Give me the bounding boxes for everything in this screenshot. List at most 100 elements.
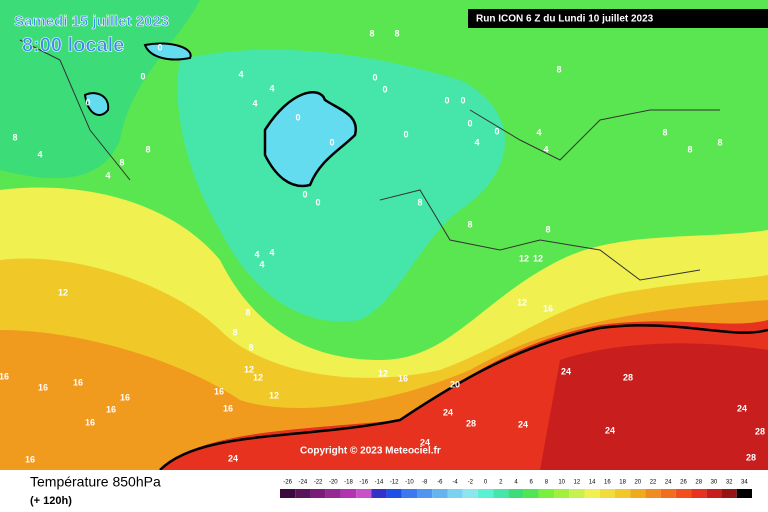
map-label: 8 [12, 132, 17, 142]
colorbar-label: 30 [711, 480, 718, 486]
colorbar-label: 6 [530, 480, 534, 486]
map-label: 0 [302, 189, 307, 199]
run: Run ICON 6 Z du Lundi 10 juillet 2023 [476, 14, 654, 25]
map-label: 4 [252, 98, 257, 108]
run-box [468, 9, 768, 28]
map-label: 4 [105, 170, 110, 180]
map-label: 0 [382, 84, 387, 94]
map-label: 16 [38, 382, 48, 392]
map-label: 4 [238, 69, 243, 79]
hot-zone [540, 343, 768, 470]
colorbar-label: -24 [299, 480, 308, 486]
map-label: 24 [605, 425, 615, 435]
map-label: 0 [329, 137, 334, 147]
map-label: 0 [295, 112, 300, 122]
map-label: 8 [248, 342, 253, 352]
colorbar-cell [447, 489, 463, 498]
colorbar-cell [371, 489, 387, 498]
map-label: 4 [269, 83, 274, 93]
colorbar-label: -10 [405, 480, 414, 486]
map-label: 0 [140, 71, 145, 81]
colorbar-cell [554, 489, 570, 498]
map-label: 12 [519, 253, 529, 263]
colorbar-cell [386, 489, 402, 498]
map-label: 28 [466, 418, 476, 428]
map-label: 8 [467, 219, 472, 229]
map-label: 4 [37, 149, 42, 159]
map-label: 16 [0, 371, 9, 381]
map-label: 16 [120, 392, 130, 402]
colorbar-cell [401, 489, 418, 498]
map-label: 0 [157, 42, 162, 52]
colorbar-label: 10 [558, 480, 565, 486]
colorbar-cell [340, 489, 357, 498]
map-label: 0 [403, 129, 408, 139]
map-label: 24 [518, 419, 528, 429]
colorbar-cell [584, 489, 600, 498]
colorbar-cell [736, 489, 752, 498]
map-label: 8 [245, 307, 250, 317]
map-label: 4 [254, 249, 259, 259]
colorbar-label: 2 [499, 480, 503, 486]
map-label: 28 [746, 452, 756, 462]
map-label: 16 [25, 454, 35, 464]
isotherm [159, 324, 768, 471]
colorbar-cell [599, 489, 615, 498]
map-label: 0 [444, 95, 449, 105]
map [0, 0, 768, 471]
map-label: 24 [737, 403, 747, 413]
colorbar-cell [569, 489, 585, 498]
colorbar-cell [508, 489, 524, 498]
map-label: 16 [398, 373, 408, 383]
map-label: 8 [119, 157, 124, 167]
map-label: 16 [73, 377, 83, 387]
map-label: 24 [420, 437, 430, 447]
map-label: 0 [315, 197, 320, 207]
colorbar-cell [417, 489, 433, 498]
map-label: 20 [450, 379, 460, 389]
colorbar-label: 14 [589, 480, 596, 486]
colorbar-label: -26 [283, 480, 292, 486]
colorbar-label: -6 [437, 480, 443, 486]
colorbar-label: -18 [344, 480, 353, 486]
colorbar-cell [493, 489, 509, 498]
colorbar-cell [645, 489, 661, 498]
map-label: 24 [443, 407, 453, 417]
map-label: 0 [494, 126, 499, 136]
colorbar-cell [477, 489, 494, 498]
footer-subtitle: (+ 120h) [30, 495, 72, 507]
colorbar-cell [523, 489, 539, 498]
colorbar-label: 8 [545, 480, 549, 486]
colorbar-label: 18 [619, 480, 626, 486]
map-label: 4 [536, 127, 541, 137]
map-label: 12 [533, 253, 543, 263]
colorbar-label: -8 [422, 480, 428, 486]
map-label: 4 [269, 247, 274, 257]
colorbar-label: -16 [359, 480, 368, 486]
map-label: 12 [58, 287, 68, 297]
colorbar-label: 34 [741, 480, 748, 486]
colorbar-label: 20 [634, 480, 641, 486]
map-label: 0 [460, 95, 465, 105]
colorbar-label: 28 [695, 480, 702, 486]
cool-zone [177, 49, 506, 322]
cold-pool [143, 42, 192, 61]
colorbar-cell [660, 489, 676, 498]
map-label: 4 [474, 137, 479, 147]
date: Samedi 15 juillet 2023 [14, 13, 169, 30]
map-label: 8 [717, 137, 722, 147]
colorbar-cell [295, 489, 311, 498]
colorbar-cell [462, 489, 478, 498]
colorbar-label: 32 [726, 480, 733, 486]
colorbar-cell [675, 489, 692, 498]
map-label: 8 [394, 28, 399, 38]
map-label: 4 [259, 259, 264, 269]
colorbar-label: -12 [390, 480, 399, 486]
colorbar-label: 12 [574, 480, 581, 486]
colorbar-cell [310, 489, 326, 498]
map-label: 12 [378, 368, 388, 378]
colorbar-cell [325, 489, 341, 498]
copyright: Copyright © 2023 Meteociel.fr [300, 446, 441, 457]
